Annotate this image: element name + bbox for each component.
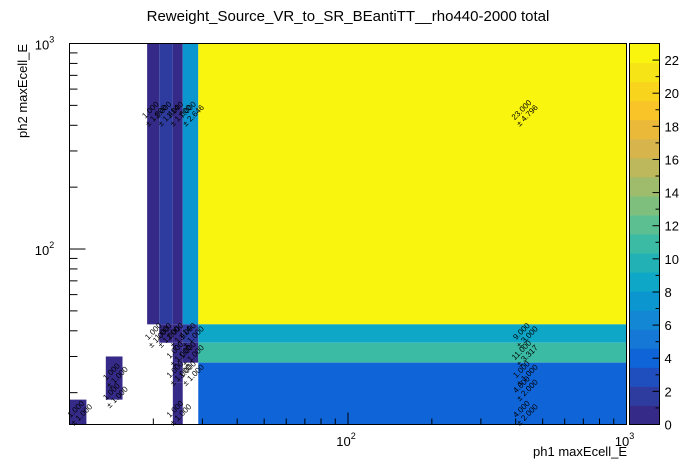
colorbar-segment-14 — [629, 138, 660, 159]
colorbar-segment-3 — [629, 348, 660, 368]
colorbar-segment-5 — [629, 310, 660, 330]
heatmap-cell-0 — [69, 399, 87, 425]
x-tick-exp-1: 3 — [629, 431, 634, 441]
heatmap-cell-12 — [182, 342, 199, 363]
colorbar-segment-13 — [629, 157, 660, 178]
x-tick-label-0: 102 — [336, 431, 355, 449]
chart-title: Reweight_Source_VR_to_SR_BEantiTT__rho44… — [147, 8, 550, 25]
heatmap-cell-6 — [172, 324, 183, 343]
y-tick-exp-1: 3 — [49, 35, 54, 45]
heatmap-cell-16 — [198, 362, 627, 425]
heatmap-cells — [69, 43, 627, 425]
cell-label-8: 1.000± 1.000 — [143, 321, 172, 350]
colorbar-segment-10 — [629, 214, 660, 235]
colorbar-segment-4 — [629, 329, 660, 349]
y-tick-exp-0: 2 — [49, 240, 54, 250]
colorbar-segment-0 — [629, 405, 660, 425]
colorbar-segment-16 — [629, 100, 660, 121]
colorbar-label-11: 22 — [665, 53, 679, 68]
y-axis-label: ph2 maxEcell_E — [15, 44, 30, 138]
colorbar-segment-1 — [629, 386, 660, 406]
colorbar-frame — [629, 43, 660, 425]
cell-label-0: 1.000± 1.000 — [66, 399, 95, 428]
colorbar-label-6: 12 — [665, 219, 679, 234]
colorbar-segment-17 — [629, 81, 660, 102]
heatmap-cell-14 — [198, 324, 627, 343]
colorbar-label-10: 20 — [665, 86, 679, 101]
colorbar-segment-12 — [629, 176, 660, 197]
colorbar-label-4: 8 — [665, 285, 672, 300]
heatmap-cell-11 — [182, 324, 199, 343]
colorbar-segment-9 — [629, 234, 660, 254]
colorbar-label-3: 6 — [665, 318, 672, 333]
colorbar-segment-6 — [629, 291, 660, 311]
colorbar-label-7: 14 — [665, 186, 679, 201]
colorbar-label-8: 16 — [665, 152, 679, 167]
heatmap-cell-1 — [105, 356, 123, 400]
colorbar-segment-2 — [629, 367, 660, 387]
colorbar-segment-11 — [629, 195, 660, 216]
colorbar-segment-15 — [629, 119, 660, 140]
heatmap-cell-10 — [182, 43, 199, 325]
heatmap-cell-9 — [172, 382, 183, 425]
y-tick-label-1: 103 — [35, 35, 54, 53]
colorbar-segment-18 — [629, 62, 660, 83]
cell-label-20: 1.000± 1.000 — [165, 399, 194, 428]
colorbar-segment-19 — [629, 43, 660, 64]
colorbar-label-2: 4 — [665, 351, 672, 366]
colorbar-label-9: 18 — [665, 119, 679, 134]
colorbar: 0 2 4 6 8 10 12 14 16 18 20 22 — [629, 43, 679, 433]
heatmap-cell-13 — [198, 43, 627, 325]
colorbar-segment-7 — [629, 272, 660, 292]
heatmap-cell-3 — [159, 43, 173, 325]
x-tick-exp-0: 2 — [351, 431, 356, 441]
y-tick-label-0: 102 — [35, 240, 54, 258]
colorbar-label-0: 0 — [665, 418, 672, 433]
colorbar-label-5: 10 — [665, 252, 679, 267]
colorbar-label-1: 2 — [665, 384, 672, 399]
heatmap-cell-7 — [172, 342, 183, 363]
heatmap-cell-5 — [172, 43, 183, 325]
heatmap-cell-15 — [198, 342, 627, 363]
colorbar-segment-8 — [629, 253, 660, 273]
x-axis-label: ph1 maxEcell_E — [533, 444, 627, 459]
heatmap-cell-8 — [172, 362, 183, 383]
heatmap-cell-2 — [147, 43, 160, 325]
heatmap-cell-4 — [159, 324, 173, 343]
